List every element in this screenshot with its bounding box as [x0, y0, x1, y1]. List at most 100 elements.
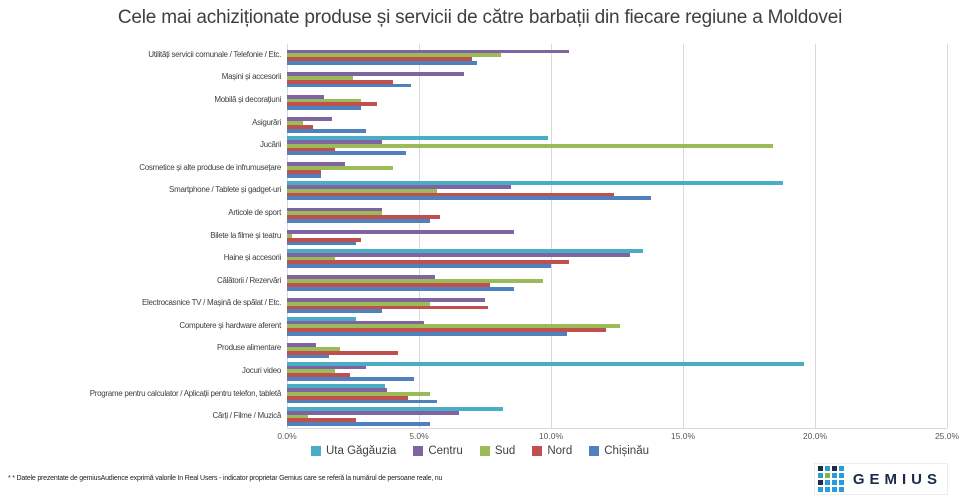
bar-centru: [287, 252, 631, 257]
bar-sud: [287, 324, 620, 329]
x-tick-label: 15.0%: [670, 431, 696, 441]
bar-chart: Utilități servicii comunale / Telefonie …: [0, 44, 947, 428]
bar-uta-g-g-uzia: [287, 407, 504, 411]
bar-group: [287, 44, 947, 67]
x-tick-label: 20.0%: [802, 431, 828, 441]
bar-uta-g-g-uzia: [287, 361, 805, 366]
legend-label: Uta Găgăuzia: [325, 445, 397, 457]
bar-sud: [287, 369, 335, 374]
category-label: Jocuri video: [241, 365, 281, 375]
bar-centru: [287, 343, 317, 347]
logo-dot: [817, 466, 823, 471]
category-label: Programe pentru calculator / Aplicații p…: [89, 388, 282, 398]
bar-chi-in-u: [287, 331, 567, 336]
bar-row: Asigurări: [0, 112, 947, 135]
bar-row: Mașini și accesorii: [0, 67, 947, 90]
bar-centru: [287, 365, 367, 370]
bar-sud: [287, 188, 438, 193]
gemius-wordmark: GEMIUS: [852, 470, 942, 488]
bar-row: Haine și accesorii: [0, 247, 947, 270]
bar-chi-in-u: [287, 241, 356, 246]
category-label: Mașini și accesorii: [221, 72, 282, 82]
bar-group: [287, 292, 947, 315]
bar-group: [287, 383, 947, 406]
bar-row: Computere și hardware aferent: [0, 315, 947, 338]
bar-chi-in-u: [287, 196, 652, 201]
category-label: Electrocasnice TV / Mașină de spălat / E…: [141, 298, 281, 308]
legend-item: Sud: [479, 445, 516, 457]
gridline: [419, 44, 420, 428]
category-label: Asigurări: [252, 117, 281, 127]
bar-sud: [287, 392, 430, 396]
bar-nord: [287, 305, 488, 310]
category-label: Bilete la filme și teatru: [210, 230, 281, 240]
bar-group: [287, 89, 947, 112]
bar-chi-in-u: [287, 264, 551, 268]
bar-nord: [287, 373, 351, 378]
category-label: Produse alimentare: [217, 343, 281, 353]
bar-chi-in-u: [287, 377, 414, 381]
logo-dot: [831, 487, 837, 492]
bar-row: Cosmetice și alte produse de infrumuseța…: [0, 157, 947, 180]
bar-sud: [287, 143, 773, 148]
bar-chi-in-u: [287, 151, 406, 156]
legend-swatch: [479, 446, 490, 456]
gridline: [551, 44, 552, 428]
chart-title: Cele mai achiziționate produse și servic…: [117, 7, 843, 28]
logo-dot: [838, 473, 844, 478]
bar-centru: [287, 139, 383, 144]
bar-row: Electrocasnice TV / Mașină de spălat / E…: [0, 292, 947, 315]
legend-item: Nord: [532, 445, 572, 457]
bar-centru: [287, 162, 346, 167]
gemius-logo: GEMIUS: [813, 463, 948, 495]
legend-swatch: [589, 446, 600, 456]
logo-dot: [824, 466, 830, 471]
legend-label: Sud: [494, 445, 516, 457]
bar-row: Produse alimentare: [0, 338, 947, 361]
bar-nord: [287, 124, 314, 129]
bar-uta-g-g-uzia: [287, 136, 549, 140]
category-label: Cosmetice și alte produse de infrumuseța…: [139, 162, 281, 172]
x-axis: 0.0% 5.0% 10.0% 15.0% 20.0% 25.0%: [277, 431, 959, 443]
logo-dot: [838, 466, 844, 471]
bar-nord: [287, 350, 398, 355]
bar-row: Jocuri video: [0, 360, 947, 383]
bar-group: [287, 270, 947, 293]
bar-centru: [287, 275, 435, 280]
bar-centru: [287, 320, 425, 325]
bar-group: [287, 247, 947, 270]
bar-chi-in-u: [287, 399, 438, 404]
category-label: Utilități servicii comunale / Telefonie …: [148, 49, 281, 59]
bar-chi-in-u: [287, 128, 367, 133]
bar-nord: [287, 418, 356, 423]
bar-row: Călătorii / Rezervări: [0, 270, 947, 293]
bar-uta-g-g-uzia: [287, 384, 385, 389]
bar-row: Programe pentru calculator / Aplicații p…: [0, 383, 947, 406]
bar-centru: [287, 94, 324, 99]
bar-chi-in-u: [287, 83, 412, 88]
logo-dot: [838, 480, 844, 485]
bar-chi-in-u: [287, 60, 478, 65]
bar-row: Articole de sport: [0, 202, 947, 225]
footnote: * * Datele prezentate de gemiusAudience …: [8, 475, 443, 482]
bar-group: [287, 134, 947, 157]
bar-row: Mobilă și decorațiuni: [0, 89, 947, 112]
bar-row: Jucării: [0, 134, 947, 157]
bar-uta-g-g-uzia: [287, 316, 356, 321]
category-label: Călătorii / Rezervări: [217, 275, 281, 285]
bar-group: [287, 405, 947, 428]
bar-centru: [287, 117, 332, 122]
bar-nord: [287, 328, 607, 332]
bar-centru: [287, 230, 515, 235]
bar-sud: [287, 211, 383, 216]
category-label: Cărți / Filme / Muzică: [212, 411, 281, 421]
bar-sud: [287, 53, 501, 58]
legend-swatch: [310, 446, 321, 456]
bar-nord: [287, 215, 441, 220]
bar-chi-in-u: [287, 173, 322, 178]
legend-label: Nord: [547, 445, 573, 457]
bar-group: [287, 67, 947, 90]
bar-nord: [287, 395, 409, 400]
logo-dot: [831, 480, 837, 485]
